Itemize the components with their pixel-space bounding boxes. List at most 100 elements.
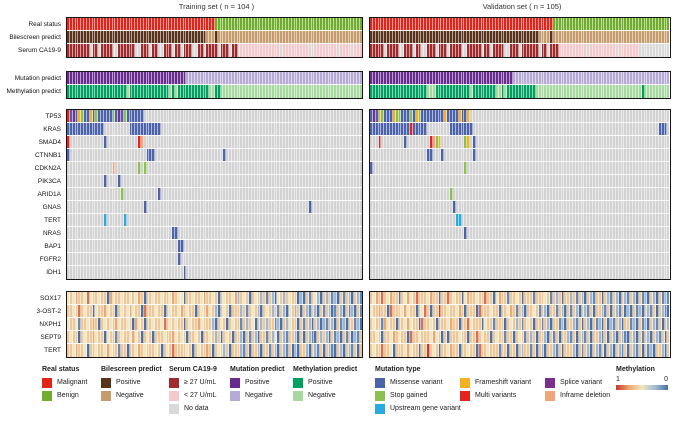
cell	[192, 85, 195, 98]
cell	[624, 44, 628, 57]
cell	[578, 188, 582, 200]
cell	[655, 201, 659, 213]
cell	[421, 162, 425, 174]
cell	[578, 175, 582, 187]
cell	[152, 305, 156, 317]
cell	[89, 123, 93, 135]
cell	[593, 123, 596, 135]
cell	[444, 214, 448, 226]
cell	[303, 292, 306, 304]
cell	[621, 201, 625, 213]
cell	[135, 331, 139, 343]
cell	[601, 331, 605, 343]
cell	[378, 110, 382, 122]
cell	[578, 344, 582, 357]
cell	[618, 201, 622, 213]
cell	[478, 162, 482, 174]
track-gnas-train	[67, 201, 362, 214]
cell	[610, 240, 614, 252]
cell	[257, 136, 261, 148]
cell	[189, 136, 193, 148]
cell	[390, 31, 393, 43]
cell	[345, 188, 349, 200]
cell	[240, 85, 244, 98]
cell	[322, 240, 326, 252]
cell	[337, 85, 340, 98]
cell	[484, 136, 488, 148]
cell	[86, 227, 90, 239]
cell	[490, 266, 493, 279]
cell	[598, 136, 602, 148]
cell	[359, 331, 362, 343]
cell	[328, 305, 332, 317]
cell	[553, 318, 556, 330]
cell	[455, 344, 459, 357]
cell	[189, 318, 193, 330]
cell	[84, 149, 87, 161]
cell	[372, 44, 376, 57]
cell	[432, 227, 436, 239]
cell	[484, 18, 488, 30]
cell	[297, 266, 301, 279]
cell	[633, 110, 636, 122]
cell	[501, 240, 505, 252]
cell	[317, 44, 321, 57]
cell	[149, 266, 153, 279]
cell	[118, 162, 122, 174]
cell	[635, 44, 639, 57]
cell	[627, 175, 631, 187]
cell	[644, 136, 648, 148]
cell	[530, 18, 533, 30]
cell	[212, 344, 215, 357]
cell	[404, 331, 408, 343]
cell	[163, 175, 167, 187]
cell	[155, 318, 158, 330]
cell	[481, 162, 485, 174]
cell	[135, 175, 139, 187]
cell	[121, 31, 124, 43]
cell	[555, 188, 559, 200]
cell	[458, 214, 462, 226]
cell	[169, 292, 173, 304]
cell	[123, 214, 127, 226]
cell	[223, 162, 227, 174]
cell	[223, 175, 227, 187]
cell	[101, 305, 104, 317]
cell	[553, 240, 556, 252]
cell	[274, 292, 278, 304]
cell	[573, 227, 576, 239]
cell	[203, 72, 207, 84]
cell	[260, 175, 264, 187]
cell	[357, 162, 360, 174]
cell	[630, 214, 634, 226]
cell	[177, 318, 181, 330]
cell	[553, 188, 556, 200]
cell	[458, 175, 462, 187]
cell	[567, 162, 571, 174]
cell	[621, 44, 625, 57]
cell	[115, 344, 119, 357]
cell	[305, 201, 309, 213]
cell	[106, 227, 110, 239]
cell	[590, 18, 594, 30]
cell	[375, 110, 379, 122]
cell	[407, 201, 411, 213]
cell	[359, 292, 362, 304]
cell	[200, 110, 204, 122]
cell	[288, 162, 292, 174]
cell	[138, 110, 141, 122]
cell	[166, 162, 170, 174]
cell	[381, 123, 385, 135]
cell	[257, 188, 261, 200]
cell	[194, 227, 198, 239]
cell	[590, 162, 594, 174]
cell	[328, 85, 332, 98]
cell	[555, 305, 559, 317]
cell	[317, 31, 321, 43]
cell	[607, 44, 611, 57]
cell	[172, 123, 176, 135]
cell	[223, 72, 227, 84]
cell	[501, 227, 505, 239]
cell	[404, 188, 408, 200]
cell	[475, 240, 479, 252]
